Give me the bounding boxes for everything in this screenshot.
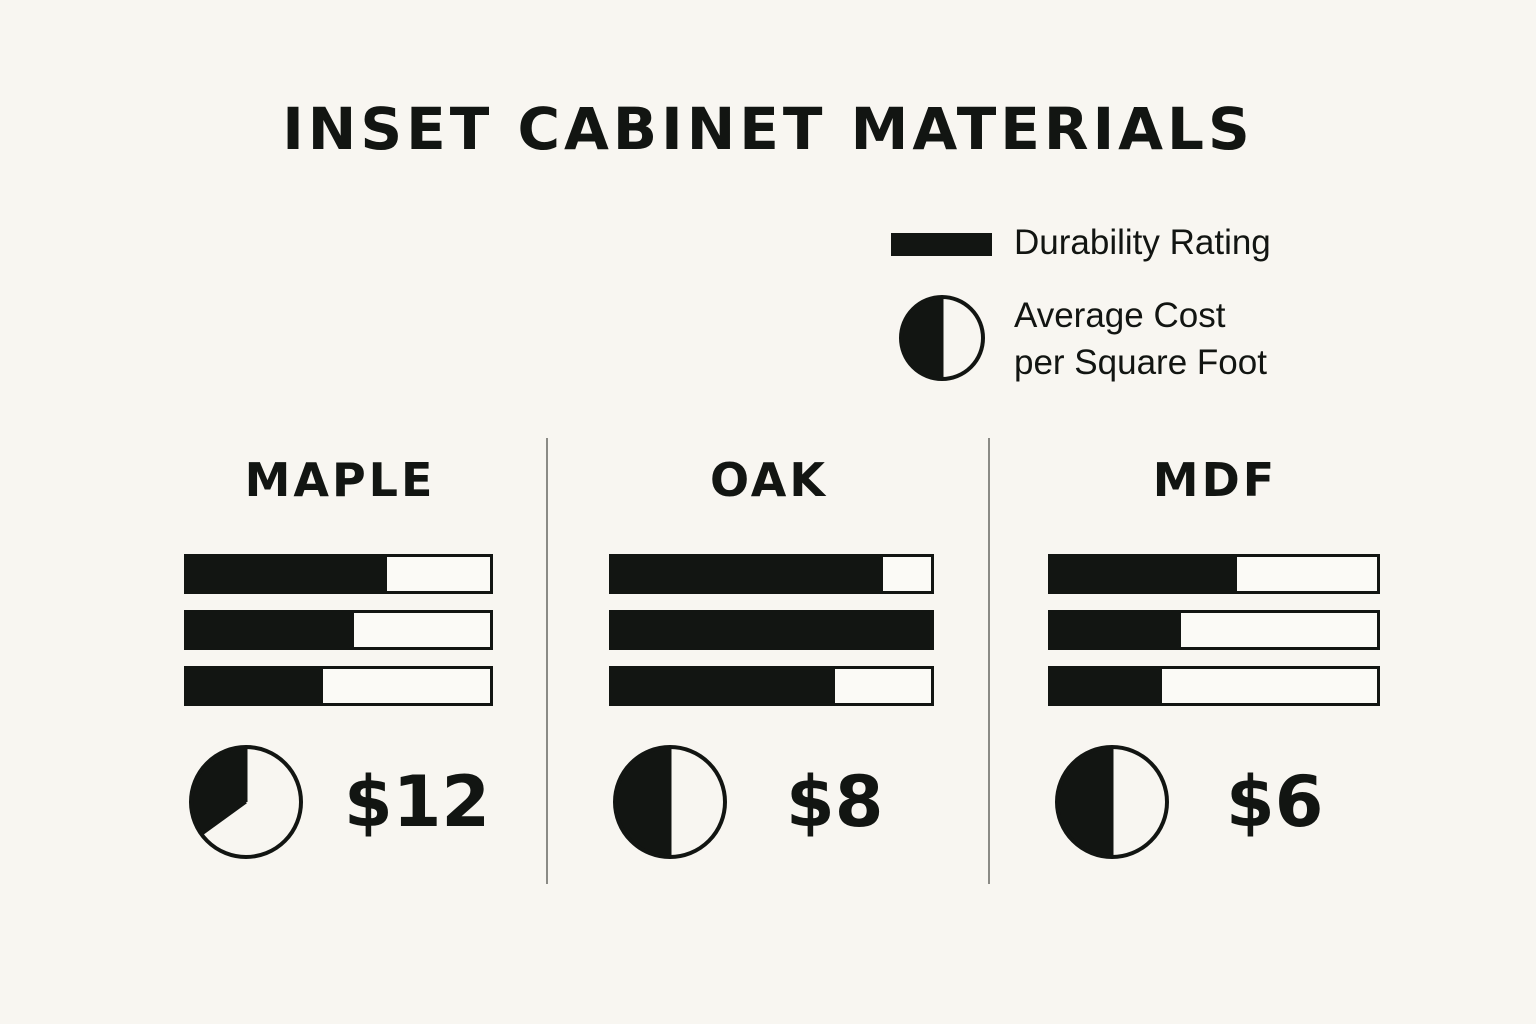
durability-bar-fill — [612, 613, 931, 647]
cost-pie-slice — [615, 747, 670, 857]
cost-pie-slice — [190, 747, 246, 835]
durability-bar — [184, 666, 493, 706]
cost-pie — [189, 745, 303, 859]
material-mdf: MDF $6 — [990, 0, 1440, 1024]
cost-pie-edge — [200, 800, 247, 836]
price-label: $6 — [1226, 761, 1324, 843]
durability-bar — [609, 554, 934, 594]
material-oak: OAK $8 — [548, 0, 990, 1024]
material-name: MDF — [1152, 453, 1278, 507]
material-name: MAPLE — [244, 453, 436, 507]
durability-bar-fill — [187, 613, 354, 647]
durability-bar-fill — [612, 557, 884, 591]
material-maple: MAPLE $12 — [130, 0, 550, 1024]
material-name: OAK — [709, 453, 829, 507]
durability-bar — [184, 554, 493, 594]
legend-durability-label: Durability Rating — [1014, 223, 1271, 262]
cost-pie — [613, 745, 727, 859]
durability-bar-fill — [1051, 557, 1237, 591]
cost-pie — [1055, 745, 1169, 859]
column-divider — [546, 438, 548, 884]
durability-bar-fill — [612, 669, 836, 703]
legend: Durability Rating Average Cost per Squar… — [890, 220, 1330, 390]
legend-cost-label-line1: Average Cost — [1014, 296, 1226, 335]
legend-cost-label-line2: per Square Foot — [1014, 343, 1267, 382]
legend-cost-pie-icon — [899, 295, 985, 381]
legend-cost-label: Average Cost per Square Foot — [1014, 292, 1267, 386]
durability-bar — [184, 610, 493, 650]
chart-title: INSET CABINET MATERIALS — [282, 95, 1254, 163]
column-divider — [988, 438, 990, 884]
durability-bar — [609, 610, 934, 650]
durability-bar — [1048, 666, 1380, 706]
durability-bar — [1048, 610, 1380, 650]
cost-pie-slice — [1057, 747, 1112, 857]
durability-bar-fill — [187, 669, 324, 703]
durability-bar-fill — [1051, 669, 1162, 703]
durability-bar-fill — [1051, 613, 1182, 647]
price-label: $8 — [786, 761, 884, 843]
durability-bar-fill — [187, 557, 387, 591]
durability-bar — [1048, 554, 1380, 594]
price-label: $12 — [344, 761, 491, 843]
durability-bar — [609, 666, 934, 706]
legend-durability-swatch — [891, 233, 992, 256]
